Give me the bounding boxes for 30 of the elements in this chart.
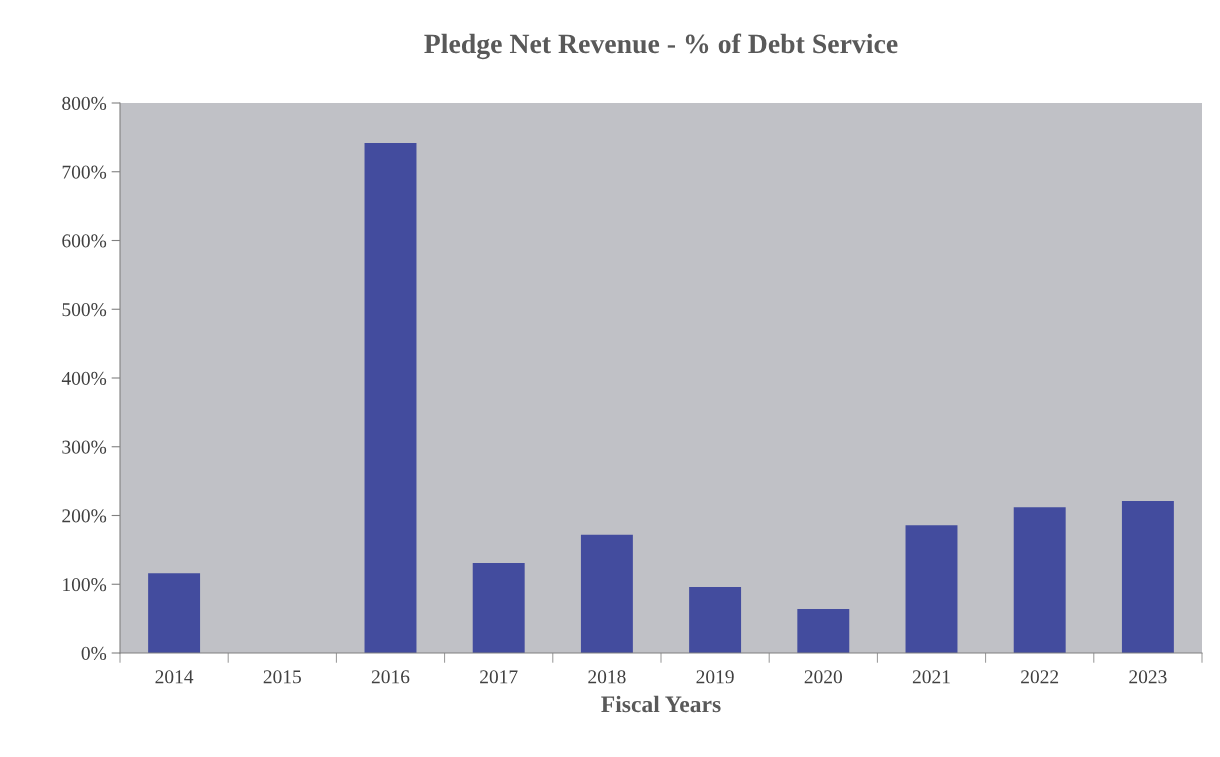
- bar: [472, 562, 525, 653]
- bar: [1013, 507, 1066, 653]
- x-tick-label: 2022: [1021, 670, 1059, 684]
- y-tick-label: 600%: [62, 234, 107, 248]
- bar: [689, 587, 742, 653]
- x-axis-title: Fiscal Years: [601, 695, 721, 713]
- x-tick-label: 2018: [588, 670, 626, 684]
- y-tick-label: 0%: [81, 646, 107, 660]
- bar: [797, 609, 850, 653]
- bar: [148, 573, 201, 653]
- x-tick-label: 2023: [1129, 670, 1167, 684]
- y-tick-label: 100%: [63, 578, 107, 592]
- x-tick-label: 2017: [480, 670, 518, 684]
- chart-title: Pledge Net Revenue - % of Debt Service: [424, 33, 898, 60]
- bar: [580, 534, 633, 653]
- y-tick-label: 400%: [61, 371, 107, 385]
- x-tick-label: 2019: [696, 670, 734, 684]
- x-tick-label: 2016: [371, 670, 410, 684]
- x-tick-label: 2021: [912, 670, 950, 684]
- y-tick-label: 500%: [62, 303, 107, 317]
- y-tick-label: 800%: [62, 96, 107, 110]
- y-tick-label: 200%: [62, 509, 107, 523]
- x-tick-label: 2014: [155, 670, 194, 684]
- y-tick-label: 300%: [62, 440, 107, 454]
- bar: [905, 525, 958, 653]
- bar: [364, 142, 417, 653]
- y-tick-label: 700%: [62, 165, 107, 179]
- x-tick-label: 2020: [804, 670, 842, 684]
- bar: [1121, 501, 1174, 653]
- x-tick-label: 2015: [263, 670, 301, 684]
